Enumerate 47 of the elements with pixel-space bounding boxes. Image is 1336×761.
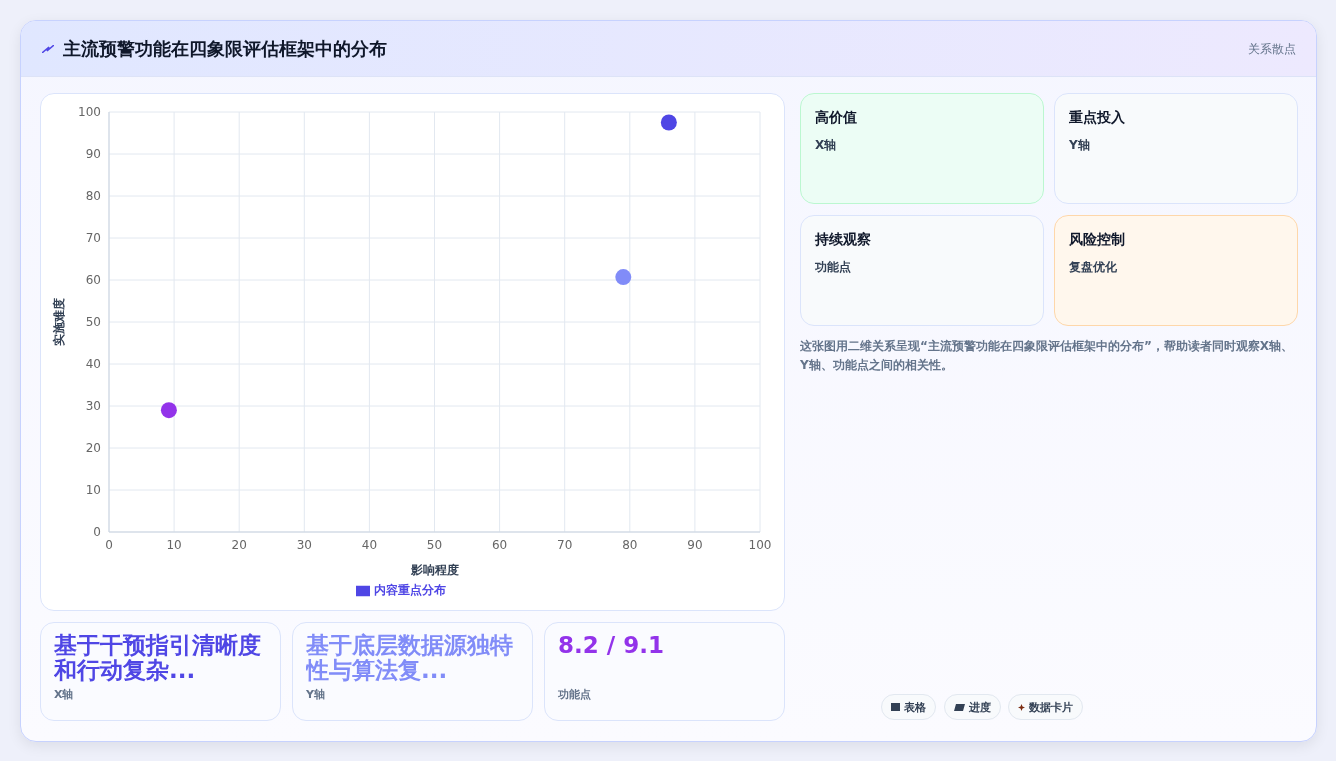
x-axis-title: 影响程度 <box>409 563 459 577</box>
y-tick-label: 30 <box>85 399 101 414</box>
text: 功能点 <box>558 687 592 702</box>
y-tick-label: 100 <box>78 105 101 120</box>
y-tick-label: 70 <box>85 231 101 246</box>
y-tick-label: 40 <box>85 357 101 372</box>
x-tick-label: 50 <box>426 537 443 552</box>
text: 关系散点 <box>1248 41 1296 58</box>
text: 重点投入 <box>1069 109 1126 127</box>
text: 表格 <box>904 699 926 715</box>
point <box>660 114 677 131</box>
y-tick-label: 0 <box>93 525 101 540</box>
x-tick-label: 20 <box>231 537 247 552</box>
text: 8.2 / 9.1 <box>558 632 665 660</box>
text: 进度 <box>969 699 991 715</box>
x-tick-label: 0 <box>105 537 113 552</box>
x-tick-label: 100 <box>748 537 772 552</box>
text: 功能点 <box>815 259 852 276</box>
y-tick-label: 60 <box>85 273 101 288</box>
text: 基于干预指引清晰度和行动复杂... <box>54 632 262 685</box>
y-axis-title: 实施难度 <box>52 298 67 346</box>
x-tick-label: 30 <box>296 537 312 552</box>
text: 持续观察 <box>815 231 872 249</box>
x-tick-label: 80 <box>622 537 638 552</box>
x-tick-label: 70 <box>557 537 573 552</box>
text: 数据卡片 <box>1029 699 1073 715</box>
point <box>615 269 632 286</box>
text: 风险控制 <box>1069 231 1126 249</box>
y-tick-label: 20 <box>85 441 101 456</box>
y-tick-label: 10 <box>85 483 101 498</box>
text: X轴 <box>54 687 75 702</box>
text: Y轴 <box>1069 137 1091 154</box>
x-tick-label: 10 <box>166 537 182 552</box>
x-tick-label: 90 <box>687 537 703 552</box>
y-tick-label: 90 <box>85 147 101 162</box>
y-tick-label: 80 <box>85 189 101 204</box>
text: 这张图用二维关系呈现“主流预警功能在四象限评估框架中的分布”，帮助读者同时观察X轴、Y轴、功能点之间的相关性。 <box>800 338 1295 374</box>
text: 高价值 <box>815 109 858 127</box>
text: Y轴 <box>306 687 326 702</box>
x-tick-label: 60 <box>491 537 508 552</box>
x-tick-label: 40 <box>361 537 378 552</box>
text: 复盘优化 <box>1069 259 1118 276</box>
point <box>160 402 177 419</box>
y-tick-label: 50 <box>85 315 101 330</box>
text: X轴 <box>815 137 838 154</box>
legend-label: 内容重点分布 <box>373 583 446 597</box>
chart-title: 主流预警功能在四象限评估框架中的分布 <box>63 37 387 61</box>
